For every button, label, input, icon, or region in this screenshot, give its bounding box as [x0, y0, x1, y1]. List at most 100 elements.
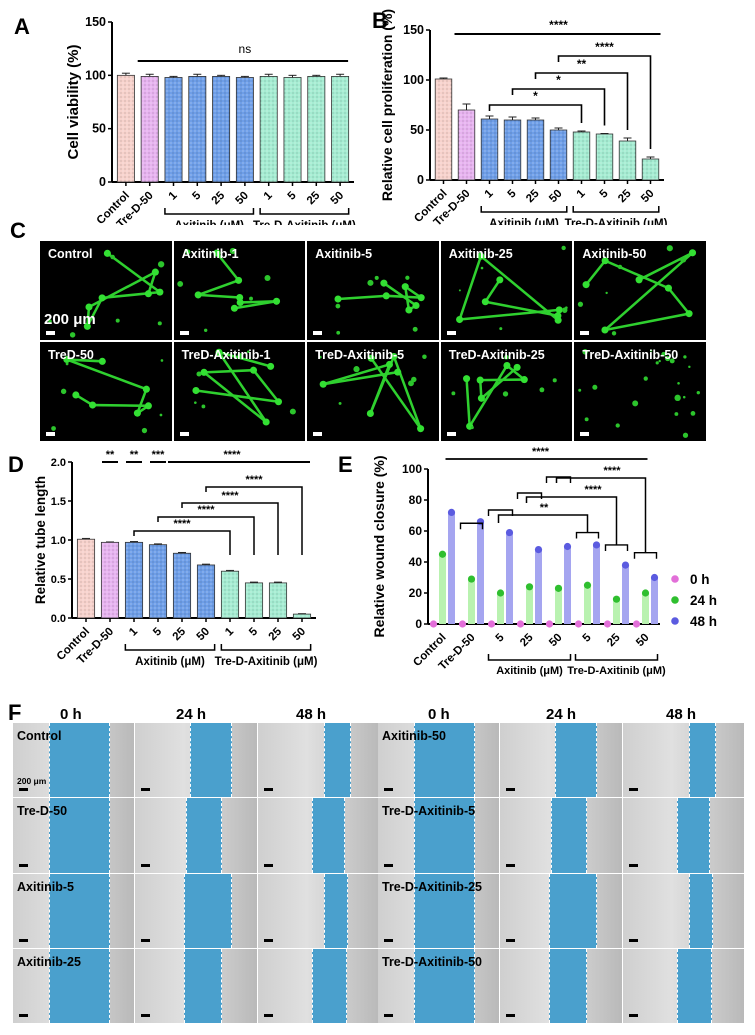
- svg-text:25: 25: [305, 189, 323, 207]
- tube-formation-image: Axitinib-5: [307, 241, 439, 340]
- row-label: Axitinib-50: [382, 729, 446, 743]
- svg-text:**: **: [577, 57, 587, 71]
- svg-text:50: 50: [233, 190, 251, 208]
- wound-gap-area: [548, 948, 588, 1023]
- svg-text:5: 5: [286, 189, 299, 202]
- row-label: Tre-D-50: [17, 804, 68, 819]
- wound-image: [500, 873, 622, 948]
- wound-gap-area: [324, 723, 351, 798]
- wound-gap-area: [49, 948, 110, 1023]
- svg-text:60: 60: [409, 524, 423, 538]
- svg-text:25: 25: [171, 625, 189, 643]
- panel-letter-f: F: [8, 700, 22, 725]
- svg-text:**: **: [130, 449, 139, 461]
- scale-bar: [141, 938, 151, 942]
- svg-text:****: ****: [173, 518, 191, 530]
- svg-text:24 h: 24 h: [690, 593, 717, 608]
- wound-gap-area: [324, 873, 349, 948]
- svg-text:50: 50: [547, 632, 565, 650]
- scale-bar: [19, 788, 28, 792]
- svg-text:Axitinib (μM): Axitinib (μM): [489, 218, 559, 225]
- svg-text:0.0: 0.0: [51, 613, 66, 625]
- svg-text:Relative cell proliferation (%: Relative cell proliferation (%): [379, 9, 395, 201]
- svg-text:5: 5: [247, 625, 260, 638]
- svg-text:ns: ns: [239, 42, 252, 56]
- wound-gap-area: [49, 798, 110, 873]
- wound-gap-area: [554, 723, 597, 798]
- wound-image: [500, 723, 622, 798]
- scale-bar: [506, 788, 516, 792]
- fluorescence-network: [319, 352, 427, 433]
- time-header-right-24h: 24 h: [546, 706, 577, 723]
- scale-bar-label: 200 μm: [44, 311, 96, 328]
- svg-text:50: 50: [291, 626, 309, 644]
- image-label: Axitinib-50: [582, 247, 647, 261]
- image-label: Axitinib-25: [448, 247, 513, 261]
- svg-text:2.0: 2.0: [51, 457, 66, 469]
- scale-bar: [313, 432, 323, 436]
- tube-formation-image: Axitinib-25: [440, 241, 573, 340]
- image-label: TreD-Axitinib-1: [181, 348, 271, 362]
- svg-text:****: ****: [197, 504, 215, 516]
- scale-bar: [506, 863, 516, 867]
- row-label: Tre-D-Axitinib-25: [382, 879, 483, 894]
- tube-formation-image-grid: Control 200 μm Axitinib-1 Axitinib-5 Axitini…: [40, 241, 706, 441]
- time-header-left-0h: 0 h: [60, 706, 82, 723]
- wound-image: Tre-D-Axitinib-50: [378, 948, 500, 1023]
- wound-image: [257, 723, 379, 798]
- svg-text:0: 0: [415, 617, 422, 631]
- panel-letter-e: E: [338, 452, 353, 477]
- svg-text:5: 5: [598, 187, 611, 200]
- wound-gap-area: [183, 873, 232, 948]
- tube-formation-image: Axitinib-50: [574, 241, 706, 340]
- panel-letter-b: B: [372, 8, 388, 33]
- wound-image: [622, 723, 744, 798]
- scale-bar: [580, 331, 590, 335]
- svg-text:5: 5: [506, 187, 519, 200]
- panel-letter-c: C: [10, 218, 26, 243]
- scale-bar: [263, 938, 273, 942]
- svg-text:100: 100: [85, 68, 106, 82]
- wound-gap-area: [414, 798, 475, 873]
- svg-text:25: 25: [605, 631, 623, 649]
- row-label: Axitinib-5: [17, 879, 74, 894]
- wound-image: Tre-D-Axitinib-25: [378, 873, 500, 948]
- tube-formation-image: TreD-Axitinib-50: [574, 342, 706, 441]
- svg-text:Tre-D-Axitinib (μM): Tre-D-Axitinib (μM): [253, 220, 356, 225]
- scale-bar: [141, 788, 151, 792]
- fluorescence-network: [51, 356, 164, 434]
- svg-text:40: 40: [409, 555, 423, 569]
- row-label: Tre-D-Axitinib-50: [382, 954, 483, 969]
- svg-text:1.0: 1.0: [51, 535, 66, 547]
- tube-formation-image: TreD-Axitinib-1: [173, 342, 306, 441]
- wound-image: [257, 948, 379, 1023]
- wound-image: Tre-D-Axitinib-5: [378, 798, 500, 873]
- svg-text:***: ***: [152, 449, 166, 461]
- svg-text:Cell viability (%): Cell viability (%): [65, 44, 82, 159]
- wound-gap-area: [186, 798, 223, 873]
- scale-bar: [19, 938, 28, 942]
- wound-image: Axitinib-50: [378, 723, 500, 798]
- svg-text:150: 150: [403, 23, 424, 37]
- wound-gap-area: [551, 798, 588, 873]
- wound-gap-area: [49, 723, 110, 798]
- tube-formation-image: TreD-Axitinib-5: [307, 342, 439, 441]
- row-label: Tre-D-Axitinib-5: [382, 804, 476, 819]
- svg-text:100: 100: [402, 462, 422, 476]
- image-label: Axitinib-5: [315, 247, 373, 261]
- svg-text:1: 1: [262, 189, 275, 202]
- fluorescence-network: [578, 349, 701, 438]
- image-label: Axitinib-1: [181, 247, 239, 261]
- svg-text:50: 50: [329, 190, 347, 208]
- scale-bar: [628, 938, 638, 942]
- svg-text:****: ****: [221, 490, 239, 502]
- svg-text:5: 5: [494, 631, 507, 644]
- panel-letter-d: D: [8, 452, 24, 477]
- scale-bar: [506, 1014, 516, 1017]
- svg-text:****: ****: [603, 465, 621, 477]
- wound-image: [135, 723, 257, 798]
- svg-text:****: ****: [595, 40, 614, 54]
- svg-text:48 h: 48 h: [690, 614, 717, 629]
- svg-text:5: 5: [151, 625, 164, 638]
- wound-image: [135, 948, 257, 1023]
